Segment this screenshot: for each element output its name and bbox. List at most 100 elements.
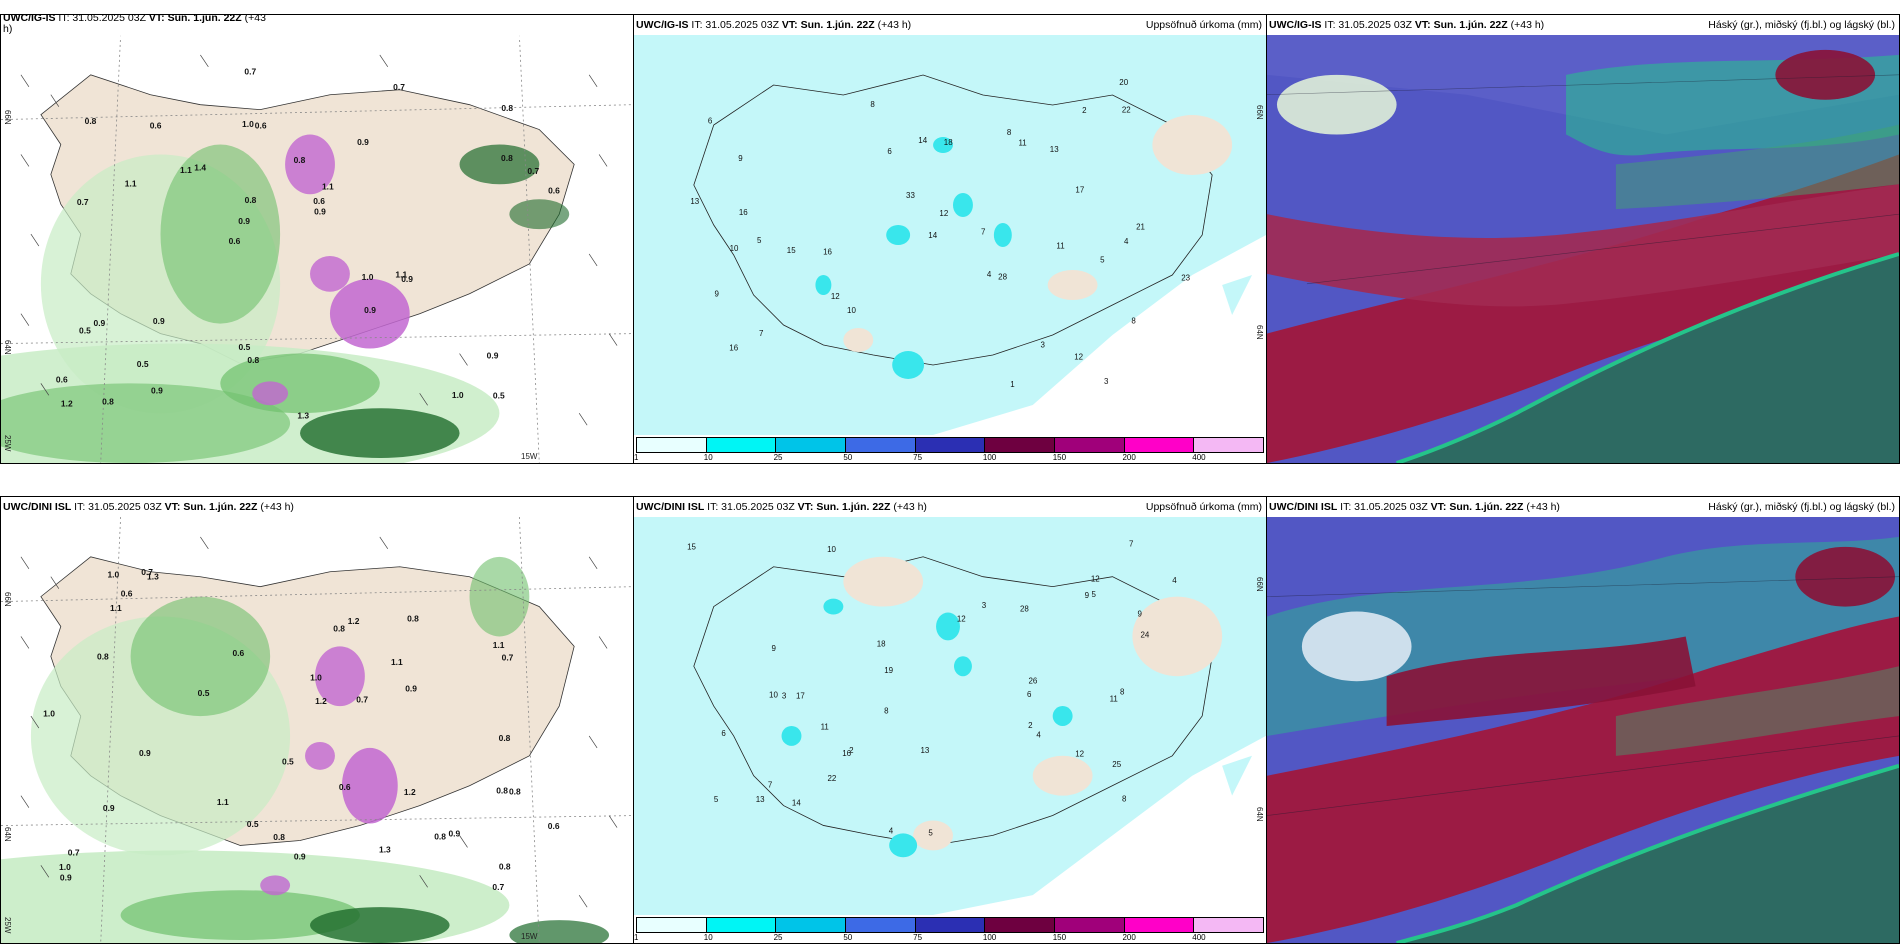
colorbar-ticks: 1 10 25 50 75 100 150 200 400 [634,932,1264,943]
value-label: 0.9 [314,206,326,216]
map-area[interactable]: 0.9 0.7 0.8 0.6 1.2 0.9 1.0 1.1 0.8 0.7 1.3 0.6 0.8 0… [1,517,633,943]
value-label: 0.7 [141,567,153,577]
value-label: 13 [690,197,699,206]
value-label: 0.7 [502,653,514,663]
colorbar-tick-label: 150 [1052,933,1067,942]
value-label: 1.1 [110,603,122,613]
value-label: 4 [889,827,894,836]
precip-value-labels: 0.50.70.80.60.90.81.00.80.91.40.60.50.61… [56,67,560,421]
value-label: 26 [1028,676,1037,685]
value-label: 0.7 [356,694,368,704]
value-label: 16 [729,343,738,352]
value-label: 0.7 [77,197,89,207]
colorbar-tick: 150 [1053,452,1125,463]
value-label: 6 [721,729,726,738]
panel-ig-accum-precip: UWC/IG-IS IT: 31.05.2025 03Z VT: Sun. 1.… [633,14,1267,464]
value-label: 0.8 [501,153,513,163]
value-label: 0.5 [247,819,259,829]
colorbar-tick: 10 [703,452,776,463]
value-label: 16 [842,749,851,758]
colorbar-tick: 75 [913,932,985,943]
value-label: 5 [1091,590,1096,599]
panel-dini-accum-precip: UWC/DINI ISL IT: 31.05.2025 03Z VT: Sun.… [633,496,1267,944]
value-label: 0.9 [139,748,151,758]
value-label: 0.7 [393,82,405,92]
value-label: 9 [1085,591,1090,600]
value-label: 10 [827,545,836,554]
lon-label-25w: 25W [3,435,12,452]
value-label: 1.1 [125,178,137,188]
precip-value-labels: 0.90.70.80.61.20.91.01.10.80.71.30.60.80… [43,567,560,892]
value-label: 1.2 [404,787,416,797]
colorbar-tick-label: 100 [982,453,997,462]
colorbar-tick: 75 [913,452,985,463]
value-label: 1.0 [59,862,71,872]
value-label: 14 [918,136,927,145]
value-label: 0.9 [364,305,376,315]
value-label: 0.5 [493,391,505,401]
value-label: 10 [730,244,739,253]
panel-title: UWC/DINI ISL IT: 31.05.2025 03Z VT: Sun.… [634,497,1266,517]
value-label: 23 [1181,273,1190,282]
value-label: 3 [782,692,787,701]
value-label: 2 [1082,106,1087,115]
value-label: 9 [715,290,720,299]
value-label: 5 [757,236,762,245]
value-label: 5 [1100,255,1105,264]
value-label: 13 [1050,145,1059,154]
value-label: 1.3 [147,572,159,582]
value-label: 3 [1041,341,1046,350]
value-label: 1.1 [493,640,505,650]
value-label: 1.2 [61,398,73,408]
colorbar-tick: 1 [634,452,706,463]
value-label: 0.9 [405,684,417,694]
colorbar-swatch [915,438,986,452]
colorbar-tick-label: 10 [703,453,713,462]
map-area[interactable] [1267,35,1899,463]
panel-title: UWC/DINI ISL IT: 31.05.2025 03Z VT: Sun.… [1267,497,1899,517]
value-label: 0.8 [102,396,114,406]
colorbar-swatch [985,438,1056,452]
lat-label-64n: 64N [3,827,12,842]
value-label: 4 [987,270,992,279]
value-label: 0.5 [282,756,294,766]
colorbar-tick: 1 [634,932,706,943]
value-label: 15 [687,542,696,551]
colorbar-swatch [706,918,777,932]
value-label: 21 [1136,223,1145,232]
map-area[interactable] [1267,517,1899,943]
value-label: 0.9 [151,386,163,396]
panel-ig-precip-wind: UWC/IG-IS IT: 31.05.2025 03Z VT: Sun. 1.… [0,14,634,464]
colorbar-tick-label: 200 [1122,933,1136,942]
colorbar-tick: 400 [1192,452,1264,463]
map-area[interactable]: 5 4 3 6 8 9 10 13 12 14 11 7 12 16 15 18 17 19 22 24 28 25 26 1… [634,517,1266,915]
value-label: 0.5 [79,326,91,336]
value-label: 0.6 [56,375,68,385]
colorbar-swatch [915,918,986,932]
value-label: 0.5 [137,359,149,369]
map-area[interactable]: 0.5 0.7 0.8 0.6 0.9 0.8 1.0 0.8 0.9 1.4 0.6 0.5 0.6 1… [1,35,633,463]
value-label: 0.5 [239,342,251,352]
value-label: 10 [769,691,778,700]
panel-dini-clouds: UWC/DINI ISL IT: 31.05.2025 03Z VT: Sun.… [1266,496,1900,944]
value-label: 1.1 [391,657,403,667]
value-label: 11 [821,723,830,732]
colorbar-tick-label: 75 [913,453,923,462]
value-label: 11 [1110,694,1119,703]
value-label: 0.6 [229,236,241,246]
colorbar-tick-label: 1 [634,933,639,942]
value-label: 0.7 [527,166,539,176]
colorbar-tick-label: 50 [843,453,853,462]
value-label: 1.2 [315,696,327,706]
value-label: 2 [849,746,854,755]
colorbar-swatch [706,438,777,452]
lat-label-66n: 66N [3,592,12,607]
panel-title: UWC/IG-IS IT: 31.05.2025 03Z VT: Sun. 1.… [634,15,1266,35]
value-label: 33 [906,191,915,200]
value-label: 0.9 [238,216,250,226]
value-label: 3 [982,601,987,610]
colorbar-tick: 25 [774,932,846,943]
value-label: 28 [1020,604,1029,613]
map-area[interactable]: 3 5 4 6 8 9 7 16 13 14 11 12 10 8 7 9 11 12 13 16 20 18 17 23 21… [634,35,1266,435]
value-label: 1.0 [452,390,464,400]
